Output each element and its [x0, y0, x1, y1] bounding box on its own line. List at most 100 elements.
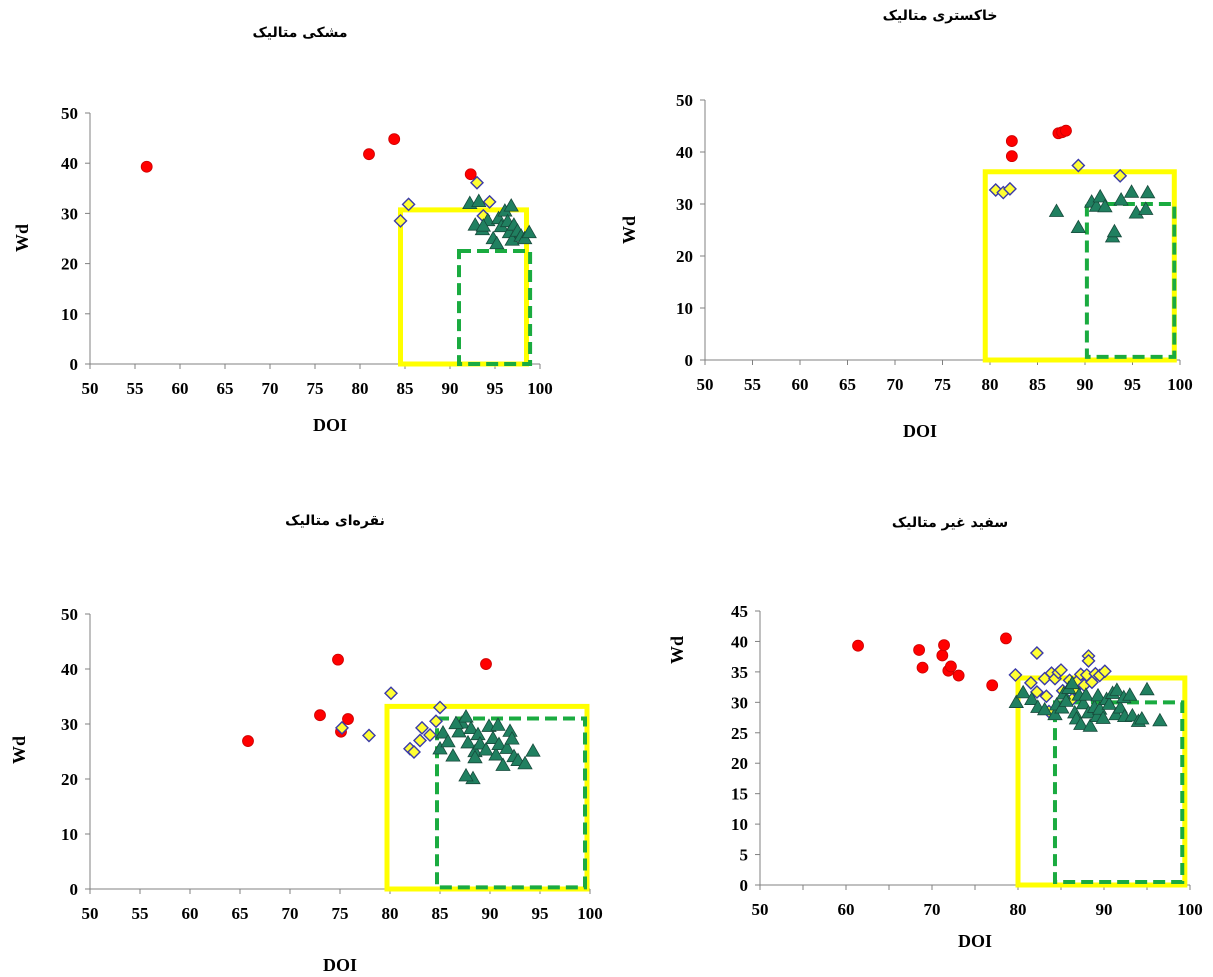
- chart-panel: سفید غیر متالیک 0 5 10 15 20 25 30 35 40 45 50 60 70 8…: [667, 515, 1203, 951]
- y-axis-label: Wd: [9, 736, 29, 764]
- y-tick-label: 30: [61, 204, 78, 223]
- data-point-circle: [945, 660, 957, 673]
- x-tick-label: 75: [934, 375, 951, 394]
- x-tick-label: 80: [1010, 900, 1027, 919]
- x-tick-label: 75: [332, 904, 349, 923]
- x-tick-label: 65: [232, 904, 249, 923]
- data-point-diamond: [1029, 646, 1044, 661]
- dashed-region-box: [1084, 202, 1177, 359]
- data-point-diamond: [1071, 158, 1086, 173]
- data-point-circle: [952, 669, 965, 682]
- x-tick-label: 95: [532, 904, 549, 923]
- y-tick-label: 0: [70, 880, 79, 899]
- data-point-circle: [1000, 632, 1012, 645]
- x-tick-label: 90: [1096, 900, 1113, 919]
- x-tick-label: 55: [744, 375, 761, 394]
- data-point-triangle: [1048, 203, 1065, 217]
- data-point-triangle: [1106, 223, 1123, 238]
- data-point-triangle: [1015, 684, 1031, 699]
- data-point-circle: [388, 133, 401, 146]
- chart-panel: نقره‌ای متالیک 0 10 20 30 40 50 50 55 60 65 70 75 80 8…: [9, 513, 603, 975]
- y-tick-label: 20: [676, 247, 693, 266]
- data-point-triangle: [1047, 706, 1063, 721]
- data-point-diamond: [423, 728, 437, 742]
- x-tick-label: 80: [382, 904, 399, 923]
- data-point-circle: [314, 709, 326, 722]
- y-tick-label: 15: [731, 785, 748, 804]
- data-point-triangle: [1064, 675, 1080, 690]
- data-point-diamond: [407, 745, 421, 760]
- data-point-triangle: [1073, 716, 1089, 730]
- y-tick-label: 0: [740, 876, 749, 895]
- x-tick-label: 75: [307, 379, 324, 398]
- data-point-circle: [852, 639, 864, 652]
- data-point-triangle: [445, 748, 461, 762]
- x-tick-label: 60: [182, 904, 199, 923]
- x-tick-label: 90: [1077, 375, 1094, 394]
- data-point-diamond: [1029, 684, 1044, 699]
- data-point-circle: [936, 649, 949, 662]
- dashed-region-box: [435, 716, 587, 890]
- x-tick-label: 100: [1167, 375, 1193, 394]
- x-tick-label: 60: [172, 379, 189, 398]
- x-tick-label: 50: [82, 904, 99, 923]
- data-point-circle: [1005, 135, 1018, 147]
- y-tick-label: 10: [61, 825, 78, 844]
- data-point-triangle: [478, 742, 494, 756]
- data-point-diamond: [384, 686, 398, 701]
- x-tick-label: 50: [82, 379, 99, 398]
- data-point-diamond: [362, 728, 376, 743]
- x-tick-label: 70: [924, 900, 941, 919]
- data-point-triangle: [1095, 710, 1111, 724]
- chart-title: خاکستری متالیک: [883, 8, 998, 24]
- chart-panel: خاکستری متالیک 0 10 20 30 40 50 50 55 60 65 70 75 80 8…: [619, 8, 1193, 441]
- x-tick-label: 70: [887, 375, 904, 394]
- data-point-triangle: [503, 198, 519, 212]
- y-tick-label: 30: [61, 715, 78, 734]
- data-point-triangle: [1101, 696, 1117, 710]
- data-point-triangle: [451, 723, 467, 738]
- data-point-triangle: [1122, 687, 1138, 701]
- data-point-triangle: [1082, 718, 1098, 732]
- data-point-diamond: [433, 700, 447, 715]
- chart-title: مشکی متالیک: [252, 25, 347, 41]
- data-point-triangle: [471, 193, 487, 208]
- y-axis-label: Wd: [619, 216, 639, 244]
- data-point-triangle: [1054, 700, 1070, 714]
- data-point-triangle: [1078, 687, 1094, 701]
- y-tick-label: 50: [61, 104, 78, 123]
- solid-region-box: [398, 207, 529, 367]
- y-tick-label: 30: [731, 693, 748, 712]
- data-point-triangle: [491, 736, 507, 750]
- x-axis-label: DOI: [903, 421, 937, 441]
- y-axis-label: Wd: [667, 636, 687, 664]
- data-point-triangle: [504, 731, 520, 745]
- data-point-triangle: [458, 767, 474, 782]
- data-point-diamond: [393, 213, 408, 228]
- chart-title: سفید غیر متالیک: [892, 515, 1008, 531]
- data-point-triangle: [495, 757, 511, 771]
- data-point-triangle: [435, 724, 451, 739]
- x-tick-label: 100: [1177, 900, 1203, 919]
- x-tick-label: 60: [792, 375, 809, 394]
- y-tick-label: 10: [731, 815, 748, 834]
- x-axis-label: DOI: [958, 931, 992, 951]
- y-tick-label: 25: [731, 724, 748, 743]
- x-tick-label: 80: [352, 379, 369, 398]
- chart-title: نقره‌ای متالیک: [285, 513, 385, 529]
- data-point-triangle: [458, 709, 474, 723]
- x-tick-label: 85: [1029, 375, 1046, 394]
- data-point-triangle: [1123, 184, 1140, 198]
- data-point-triangle: [517, 755, 533, 770]
- y-tick-label: 10: [676, 299, 693, 318]
- data-point-triangle: [1134, 710, 1150, 725]
- x-tick-label: 50: [752, 900, 769, 919]
- y-tick-label: 5: [740, 846, 749, 865]
- x-tick-label: 65: [839, 375, 856, 394]
- data-point-diamond: [1008, 667, 1023, 682]
- data-point-triangle: [440, 733, 456, 748]
- data-point-triangle: [1097, 198, 1113, 213]
- data-point-circle: [913, 644, 925, 656]
- y-tick-label: 35: [731, 663, 748, 682]
